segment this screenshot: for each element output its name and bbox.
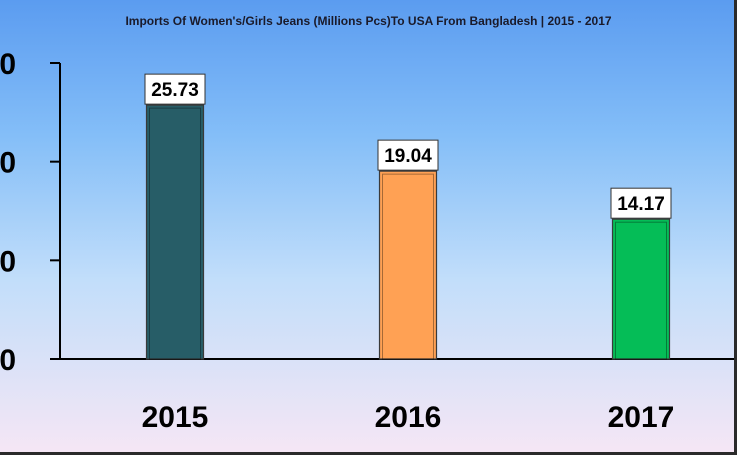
- data-label-box: [610, 187, 672, 219]
- x-tick-label: 2016: [375, 401, 442, 434]
- chart-title: Imports Of Women's/Girls Jeans (Millions…: [125, 14, 612, 28]
- bar-2017: [611, 218, 671, 360]
- y-tick-label: 0: [0, 344, 16, 377]
- y-tick-label: 0: [0, 147, 16, 180]
- data-label: 19.04: [384, 146, 432, 167]
- y-tick-label: 0: [0, 48, 16, 81]
- bar-bevel: [615, 221, 667, 360]
- bar-bevel: [149, 107, 201, 360]
- data-label-box: [144, 73, 206, 105]
- data-label: 14.17: [617, 194, 665, 215]
- bar-2015: [145, 104, 205, 360]
- axes: 0 0 0 0 2015 2016 2017: [0, 48, 734, 434]
- data-label: 25.73: [151, 80, 199, 101]
- y-tick-label: 0: [0, 245, 16, 278]
- data-label-box: [377, 139, 439, 171]
- x-tick-label: 2017: [608, 401, 675, 434]
- bars: [145, 104, 671, 360]
- bar-2016: [378, 170, 438, 360]
- x-tick-label: 2015: [142, 401, 209, 434]
- data-labels: 25.73 19.04 14.17: [144, 73, 672, 219]
- bar-bevel: [382, 173, 434, 360]
